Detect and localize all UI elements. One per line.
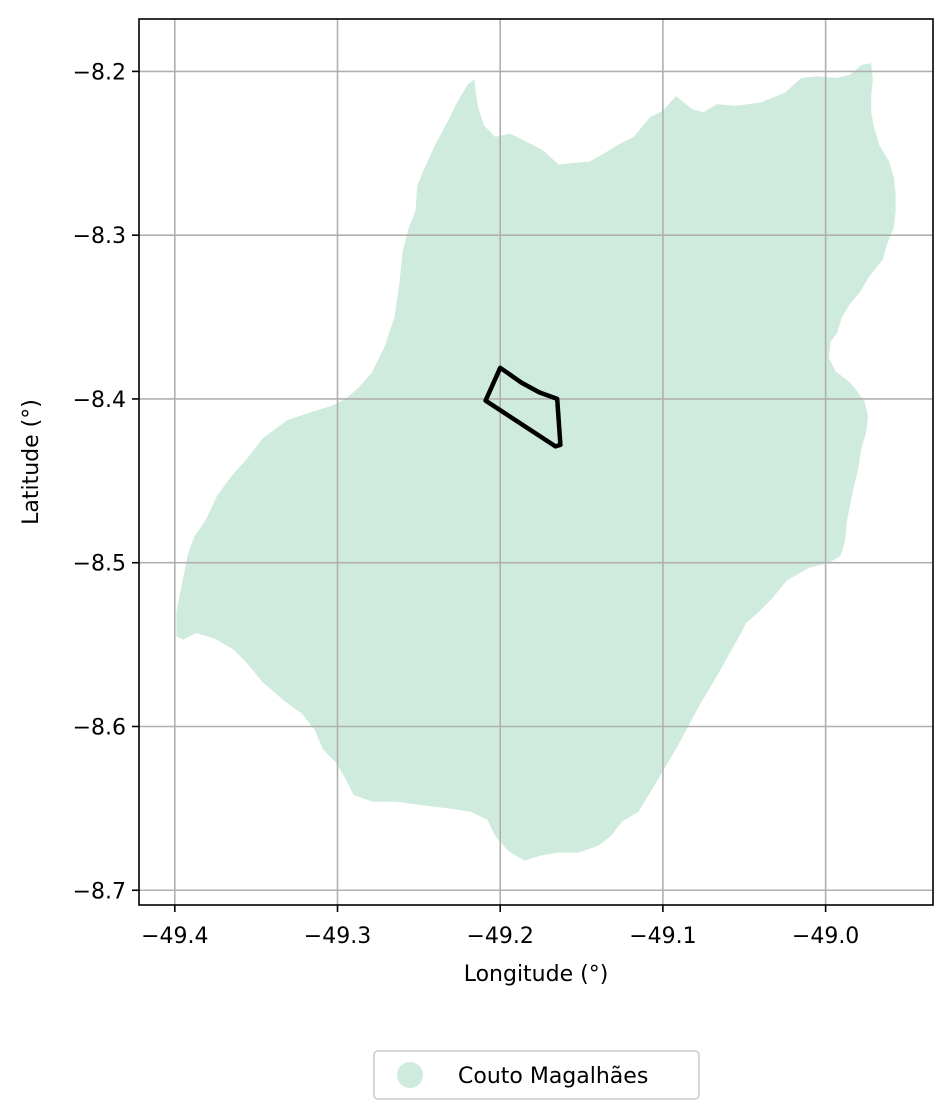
legend: Couto Magalhães: [373, 1050, 700, 1100]
y-tick-label: −8.7: [73, 879, 126, 904]
y-tick-label: −8.5: [73, 552, 126, 577]
x-axis-ticks: −49.4 −49.3 −49.2 −49.1 −49.0: [141, 905, 859, 949]
y-axis-label: Latitude (°): [19, 399, 44, 525]
y-tick-label: −8.6: [73, 715, 126, 740]
y-tick-label: −8.4: [73, 388, 126, 413]
axes-frame: [138, 18, 934, 906]
x-axis-label: Longitude (°): [464, 962, 609, 987]
legend-marker: [397, 1062, 423, 1088]
legend-label: Couto Magalhães: [458, 1064, 648, 1089]
y-tick-label: −8.2: [73, 60, 126, 85]
x-tick-label: −49.1: [629, 924, 696, 949]
legend-box: [373, 1050, 700, 1100]
y-axis-ticks: −8.2 −8.3 −8.4 −8.5 −8.6 −8.7: [73, 60, 139, 904]
grid-lines: [139, 19, 933, 905]
municipality-polygon: [176, 63, 896, 861]
x-tick-label: −49.3: [304, 924, 371, 949]
highlight-polygon: [483, 365, 563, 449]
x-tick-label: −49.4: [141, 924, 208, 949]
plot-area: [139, 19, 933, 905]
x-tick-label: −49.2: [466, 924, 533, 949]
y-tick-label: −8.3: [73, 224, 126, 249]
x-tick-label: −49.0: [792, 924, 859, 949]
